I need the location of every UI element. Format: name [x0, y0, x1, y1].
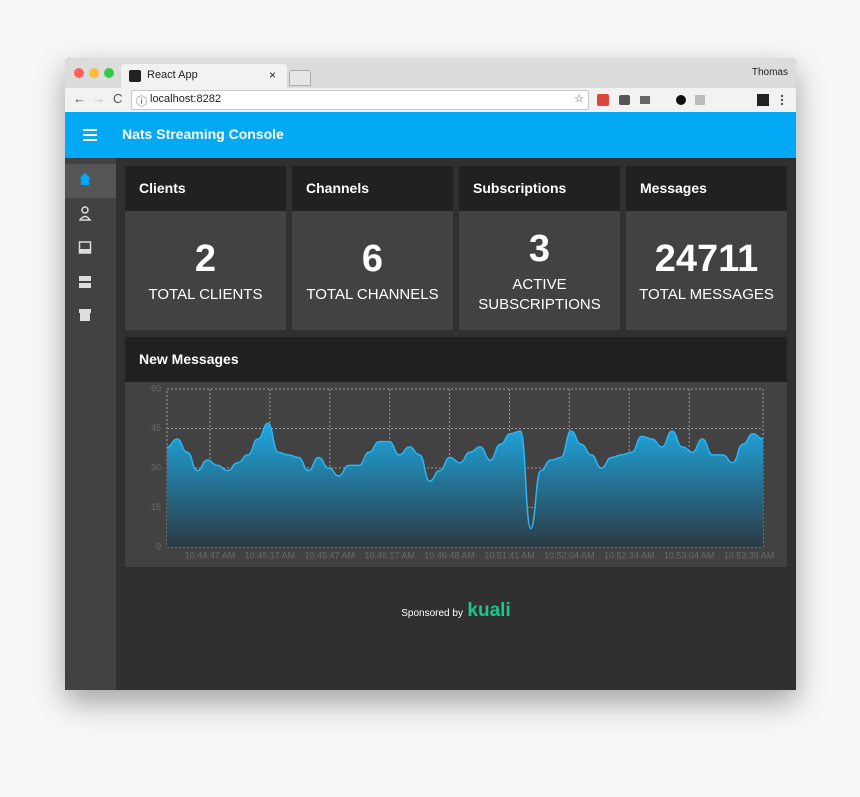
footer: Sponsored by kuali — [116, 600, 796, 622]
x-tick-label: 10:44:47 AM — [185, 550, 236, 560]
card-title: Clients — [139, 180, 186, 196]
tab-bar: React App × Thomas — [65, 58, 796, 88]
stat-card: Clients 2 TOTAL CLIENTS — [125, 166, 286, 330]
tab[interactable]: React App × — [121, 64, 287, 88]
chart-title: New Messages — [139, 351, 239, 367]
stat-card: Messages 24711 TOTAL MESSAGES — [626, 166, 787, 330]
card-value: 24711 — [654, 237, 759, 280]
x-tick-label: 10:45:47 AM — [305, 550, 356, 560]
card-label: ACTIVE SUBSCRIPTIONS — [478, 275, 601, 313]
x-tick-label: 10:46:48 AM — [424, 550, 475, 560]
reload-button[interactable]: C — [113, 91, 123, 106]
chart: 0 15 30 45 60 10:44:47 AM 10:45:17 AM 10:45:47 … — [125, 382, 787, 567]
stat-card: Channels 6 TOTAL CHANNELS — [292, 166, 453, 330]
sponsor-text: Sponsored by — [401, 608, 463, 619]
tab-close[interactable]: × — [269, 68, 277, 82]
new-tab[interactable] — [289, 70, 311, 86]
url-field[interactable]: ⓘ localhost:8282 ☆ — [131, 90, 589, 110]
tab-title: React App — [147, 69, 198, 81]
card-header: Clients — [125, 166, 286, 211]
card-body: 3 ACTIVE SUBSCRIPTIONS — [459, 211, 620, 330]
sponsor-brand[interactable]: kuali — [467, 600, 511, 621]
tab-icon — [129, 70, 141, 82]
chart-panel: New Messages 0 15 30 45 60 10:44:47 AM 10:45:1… — [125, 337, 787, 567]
card-label: TOTAL CHANNELS — [306, 285, 439, 303]
line — [166, 422, 764, 530]
back-button[interactable]: ← — [73, 91, 86, 106]
y-tick-label: 0 — [156, 541, 161, 551]
browser-window: React App × Thomas ← → C ⓘ localhost:828… — [65, 58, 796, 690]
card-value: 6 — [361, 237, 384, 280]
x-tick-label: 10:51:41 AM — [484, 550, 535, 560]
card-body: 24711 TOTAL MESSAGES — [626, 211, 787, 330]
y-tick-label: 45 — [151, 423, 161, 433]
card-body: 2 TOTAL CLIENTS — [125, 211, 286, 330]
url: localhost:8282 — [150, 93, 221, 105]
x-tick-label: 10:46:17 AM — [364, 550, 415, 560]
card-title: Subscriptions — [473, 180, 567, 196]
card-label: TOTAL MESSAGES — [639, 285, 774, 303]
x-tick-label: 10:53:04 AM — [664, 550, 715, 560]
app-title: Nats Streaming Console — [122, 126, 284, 142]
card-header: Messages — [626, 166, 787, 211]
card-header: Subscriptions — [459, 166, 620, 211]
y-tick-label: 30 — [151, 462, 161, 472]
y-tick-label: 15 — [151, 502, 161, 512]
chart-header: New Messages — [125, 337, 787, 382]
card-label: TOTAL CLIENTS — [148, 285, 263, 303]
info-icon: ⓘ — [136, 96, 147, 108]
nav-active — [65, 164, 116, 198]
profile-name[interactable]: Thomas — [751, 67, 788, 78]
window-controls — [74, 68, 114, 78]
card-value: 3 — [528, 227, 551, 270]
sidebar — [65, 158, 116, 690]
card-title: Messages — [640, 180, 707, 196]
nav-icons[interactable] — [78, 172, 92, 342]
y-tick-label: 60 — [151, 383, 161, 393]
x-tick-label: 10:45:17 AM — [245, 550, 296, 560]
card-body: 6 TOTAL CHANNELS — [292, 211, 453, 330]
card-header: Channels — [292, 166, 453, 211]
card-value: 2 — [194, 237, 217, 280]
stat-card: Subscriptions 3 ACTIVE SUBSCRIPTIONS — [459, 166, 620, 330]
area — [167, 423, 763, 547]
address-bar: ← → C ⓘ localhost:8282 ☆ — [65, 88, 796, 113]
card-title: Channels — [306, 180, 370, 196]
x-tick-label: 10:52:34 AM — [604, 550, 655, 560]
menu-button[interactable] — [83, 129, 97, 141]
extension-icons — [597, 94, 784, 106]
x-tick-label: 10:53:39 AM — [724, 550, 775, 560]
bookmark-star[interactable]: ☆ — [574, 93, 584, 105]
forward-button[interactable]: → — [92, 91, 105, 106]
x-tick-label: 10:52:04 AM — [544, 550, 595, 560]
app-bar: Nats Streaming Console — [65, 112, 796, 158]
